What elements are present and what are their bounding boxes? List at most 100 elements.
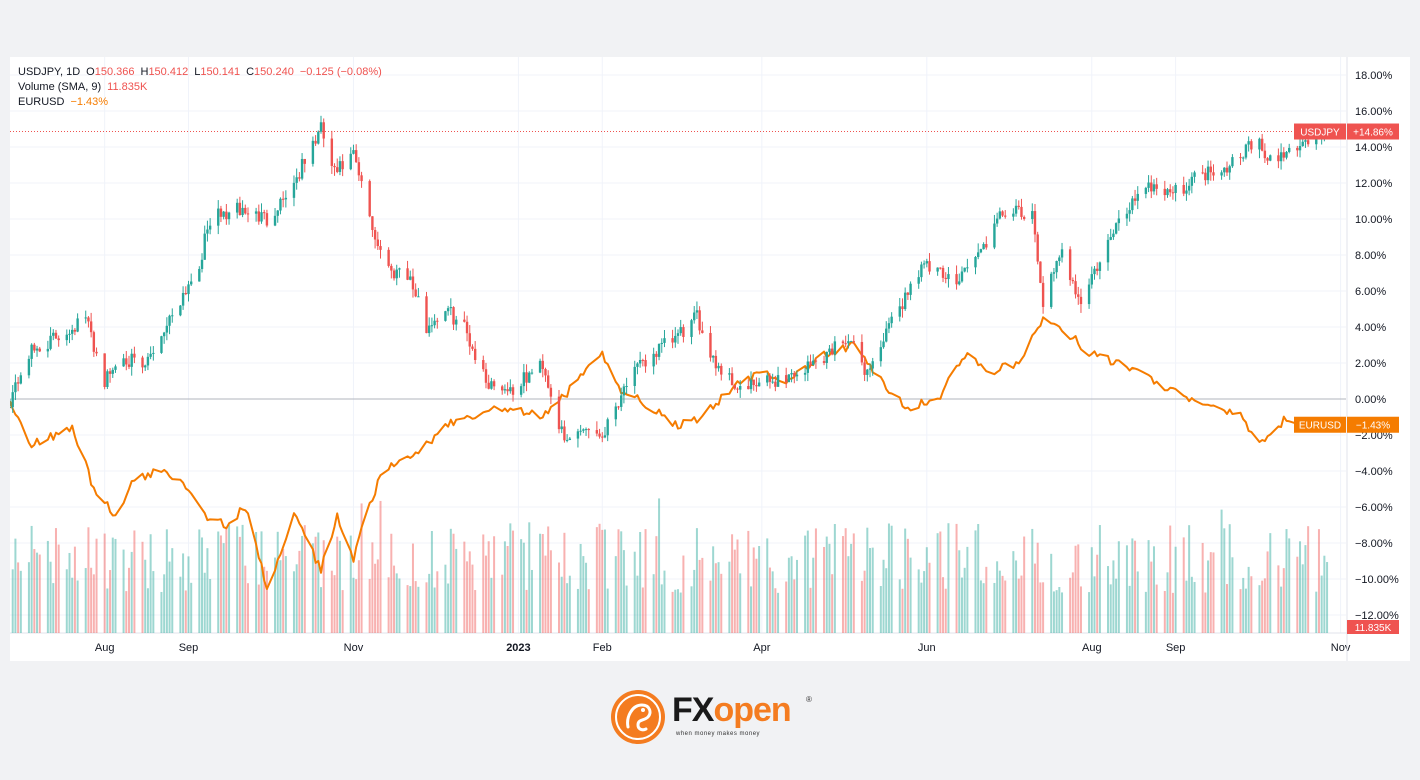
candle-body xyxy=(525,372,528,383)
volume-bar xyxy=(512,530,515,633)
candle-body xyxy=(806,361,810,373)
volume-bar xyxy=(768,567,771,633)
volume-bar xyxy=(863,570,866,633)
volume-bar xyxy=(311,543,314,633)
volume-bar xyxy=(831,574,834,633)
legend-low: 150.141 xyxy=(200,66,241,78)
usdjpy-price-badge-value-bg xyxy=(1347,123,1399,140)
chart-panel[interactable]: 18.00% 16.00% 14.00% 12.00% 10.00% 8.00% 6.00%… xyxy=(10,57,1410,661)
candle-body xyxy=(841,341,845,344)
candle-body xyxy=(982,244,985,250)
volume-bar xyxy=(433,587,436,633)
candle-body xyxy=(557,396,561,430)
candle-body xyxy=(368,181,371,217)
volume-bar xyxy=(182,553,185,633)
volume-bar xyxy=(576,588,579,633)
candle-body xyxy=(1144,187,1148,194)
volume-bar xyxy=(355,579,358,633)
candle-body xyxy=(241,207,244,216)
candle-body xyxy=(1185,190,1188,194)
volume-bar xyxy=(1263,578,1266,633)
brand-wordmark: FXopen xyxy=(672,691,792,730)
candle-body xyxy=(471,346,474,349)
volume-bar xyxy=(1242,577,1245,633)
volume-bar xyxy=(68,552,71,633)
volume-bar xyxy=(387,577,390,633)
candle-body xyxy=(522,372,526,387)
volume-bar xyxy=(1020,575,1023,633)
legend-high: 150.412 xyxy=(148,66,189,78)
candle-body xyxy=(171,315,174,317)
volume-bar xyxy=(885,568,888,633)
candle-body xyxy=(35,348,39,351)
candle-body xyxy=(1052,272,1056,274)
usdjpy-candles[interactable] xyxy=(10,115,1329,448)
volume-bar xyxy=(671,591,674,633)
volume-bar xyxy=(785,581,788,633)
volume-bar xyxy=(144,559,147,633)
price-chart[interactable]: 18.00% 16.00% 14.00% 12.00% 10.00% 8.00% 6.00%… xyxy=(10,57,1410,661)
candle-body xyxy=(595,430,599,434)
x-tick-label: Aug xyxy=(95,642,115,654)
candle-body xyxy=(693,312,696,321)
eurusd-line[interactable] xyxy=(10,316,1328,590)
x-tick-label: Sep xyxy=(179,642,199,654)
candle-body xyxy=(446,308,450,312)
candle-body xyxy=(295,177,298,183)
candle-body xyxy=(625,385,628,387)
volume-bar xyxy=(133,530,136,633)
candle-body xyxy=(793,372,796,377)
volume-bar xyxy=(755,558,758,633)
volume-bar xyxy=(920,582,923,633)
volume-bar xyxy=(1042,582,1045,633)
candle-body xyxy=(238,202,242,216)
volume-bar xyxy=(146,588,149,633)
candle-body xyxy=(152,352,155,354)
candle-body xyxy=(106,371,109,387)
candle-body xyxy=(133,353,136,358)
candle-body xyxy=(1125,213,1129,219)
candle-body xyxy=(352,150,355,154)
candle-body xyxy=(871,361,874,369)
candle-body xyxy=(958,281,961,285)
candle-body xyxy=(1225,167,1229,173)
volume-bar xyxy=(1250,576,1253,633)
candle-body xyxy=(998,211,1002,219)
candle-body xyxy=(203,233,206,260)
volume-bar xyxy=(974,530,977,633)
volume-bar xyxy=(417,586,420,633)
candle-body xyxy=(501,386,504,391)
volume-bar xyxy=(1055,590,1058,633)
volume-bar xyxy=(1166,572,1169,633)
candle-body xyxy=(1247,141,1250,145)
candle-body xyxy=(254,211,258,214)
volume-bar xyxy=(958,550,961,633)
volume-bar xyxy=(560,576,563,633)
volume-bar xyxy=(198,529,201,633)
volume-bar xyxy=(882,559,885,633)
fxopen-logo: FXopen ® when money makes money xyxy=(610,689,820,747)
volume-bar xyxy=(1320,575,1323,633)
volume-bar xyxy=(979,580,982,633)
volume-bar xyxy=(357,560,360,633)
candle-body xyxy=(130,353,133,367)
candle-body xyxy=(587,429,590,431)
volume-bar xyxy=(244,565,247,633)
candle-body xyxy=(1304,140,1307,142)
volume-bar xyxy=(1169,525,1172,633)
volume-bar xyxy=(1231,557,1234,633)
candle-body xyxy=(830,348,834,355)
volume-bar xyxy=(390,533,393,633)
volume-bar xyxy=(731,534,734,633)
volume-bar xyxy=(217,531,220,633)
volume-bar xyxy=(455,548,458,633)
eurusd-price-badge-value-bg xyxy=(1347,416,1399,433)
candle-body xyxy=(852,341,855,343)
volume-bar xyxy=(747,530,750,633)
volume-bar xyxy=(127,567,130,633)
volume-bar xyxy=(795,559,798,633)
volume-bar xyxy=(806,530,809,633)
volume-bar xyxy=(603,529,606,633)
volume-bar xyxy=(1201,542,1204,633)
volume-bar xyxy=(1315,591,1318,633)
